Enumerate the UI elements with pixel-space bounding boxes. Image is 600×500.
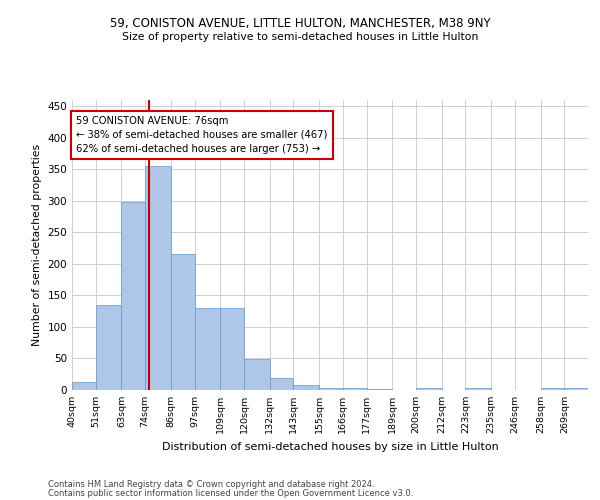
Bar (343, 388, 367, 390)
Text: 59, CONISTON AVENUE, LITTLE HULTON, MANCHESTER, M38 9NY: 59, CONISTON AVENUE, LITTLE HULTON, MANC… (110, 18, 490, 30)
Bar (72, 382, 95, 390)
Bar (466, 388, 491, 390)
Text: 59 CONISTON AVENUE: 76sqm
← 38% of semi-detached houses are smaller (467)
62% of: 59 CONISTON AVENUE: 76sqm ← 38% of semi-… (76, 116, 328, 154)
Bar (541, 388, 565, 390)
Text: Size of property relative to semi-detached houses in Little Hulton: Size of property relative to semi-detach… (122, 32, 478, 42)
Bar (293, 385, 319, 390)
Bar (319, 388, 343, 390)
Text: Contains HM Land Registry data © Crown copyright and database right 2024.: Contains HM Land Registry data © Crown c… (48, 480, 374, 489)
Bar (220, 308, 244, 390)
Bar (270, 378, 293, 390)
Bar (244, 359, 270, 390)
X-axis label: Distribution of semi-detached houses by size in Little Hulton: Distribution of semi-detached houses by … (161, 442, 499, 452)
Bar (95, 305, 121, 390)
Text: Contains public sector information licensed under the Open Government Licence v3: Contains public sector information licen… (48, 489, 413, 498)
Y-axis label: Number of semi-detached properties: Number of semi-detached properties (32, 144, 42, 346)
Bar (565, 388, 588, 390)
Bar (121, 202, 145, 390)
Bar (145, 166, 171, 390)
Bar (171, 254, 194, 390)
Bar (194, 308, 220, 390)
Bar (416, 388, 442, 390)
